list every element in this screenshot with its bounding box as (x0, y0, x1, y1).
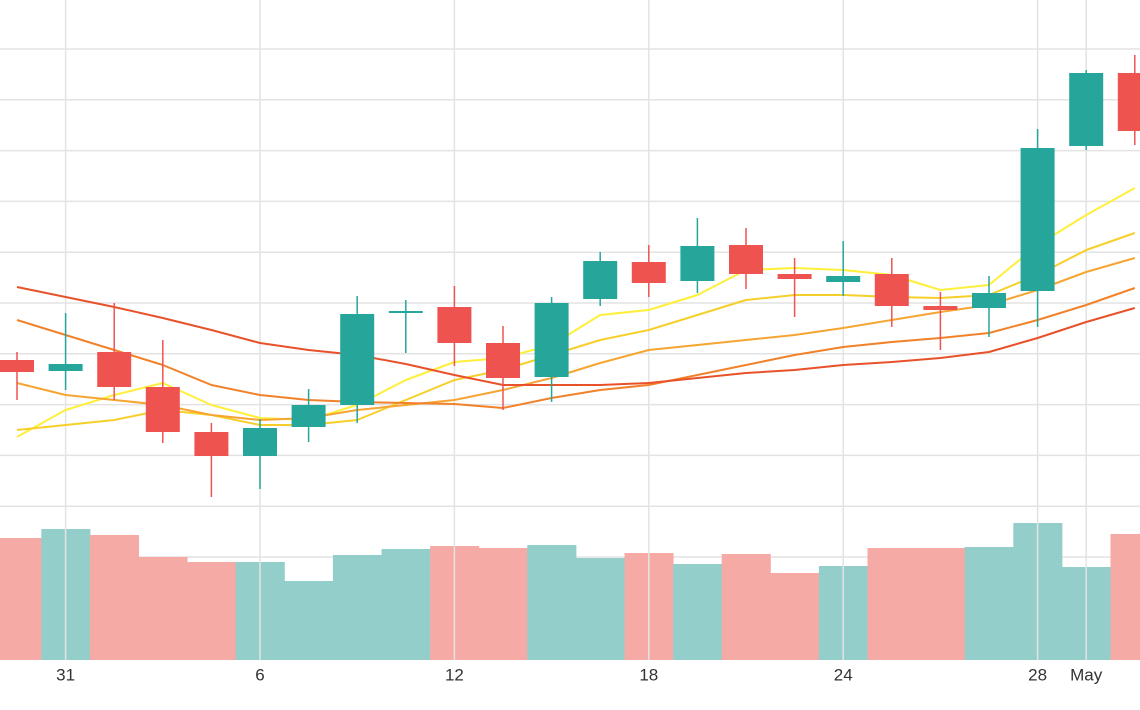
volume-bar (867, 548, 917, 660)
candle-body (145, 387, 180, 432)
candle-body (874, 274, 909, 306)
candle-body (729, 245, 763, 274)
candle-body (48, 364, 83, 371)
candle-body (437, 307, 472, 343)
volume-bar (381, 549, 431, 660)
candle-body (826, 276, 861, 282)
volume-bar (916, 548, 966, 660)
x-tick-label: 18 (639, 665, 658, 684)
candle-body (680, 246, 715, 281)
moving-average-line (16, 187, 1136, 438)
candle-body (0, 360, 34, 372)
volume-bar (1110, 534, 1140, 660)
candle-body (97, 352, 132, 387)
volume-bar (332, 555, 382, 660)
volume-bar (138, 557, 188, 660)
volume-bar (673, 564, 723, 660)
volume-bar (284, 581, 334, 660)
volume-bar (527, 545, 577, 660)
candle-body (583, 261, 618, 299)
x-tick-label: 12 (445, 665, 464, 684)
x-tick-label: 31 (56, 665, 75, 684)
volume-bar (770, 573, 820, 660)
moving-average-line (16, 287, 1136, 409)
volume-bar (89, 535, 139, 660)
candle-body (972, 293, 1006, 308)
x-tick-label: 6 (255, 665, 264, 684)
volume-bar (187, 562, 237, 660)
candle-body (631, 262, 666, 283)
volume-bar (0, 538, 42, 660)
x-tick-label: 28 (1028, 665, 1047, 684)
volume-bar (478, 548, 528, 660)
moving-average-line (16, 232, 1136, 431)
x-tick-label: May (1070, 665, 1103, 684)
candle-body (534, 303, 569, 377)
moving-average-line (16, 257, 1136, 421)
candle-body (340, 314, 375, 405)
candle-body (486, 343, 520, 378)
candle-body (1020, 148, 1055, 291)
candle-body (923, 306, 958, 310)
candle-body (1117, 73, 1140, 131)
moving-average-line (16, 286, 1136, 386)
volume-bar (575, 558, 625, 660)
candle-body (243, 428, 277, 456)
candle-body (388, 311, 423, 313)
candle-body (1069, 73, 1104, 146)
candle-body (777, 274, 812, 279)
candle-body (291, 405, 326, 427)
x-tick-label: 24 (834, 665, 853, 684)
candle-body (194, 432, 229, 456)
volume-bar (964, 547, 1014, 660)
volume-bar (721, 554, 771, 660)
